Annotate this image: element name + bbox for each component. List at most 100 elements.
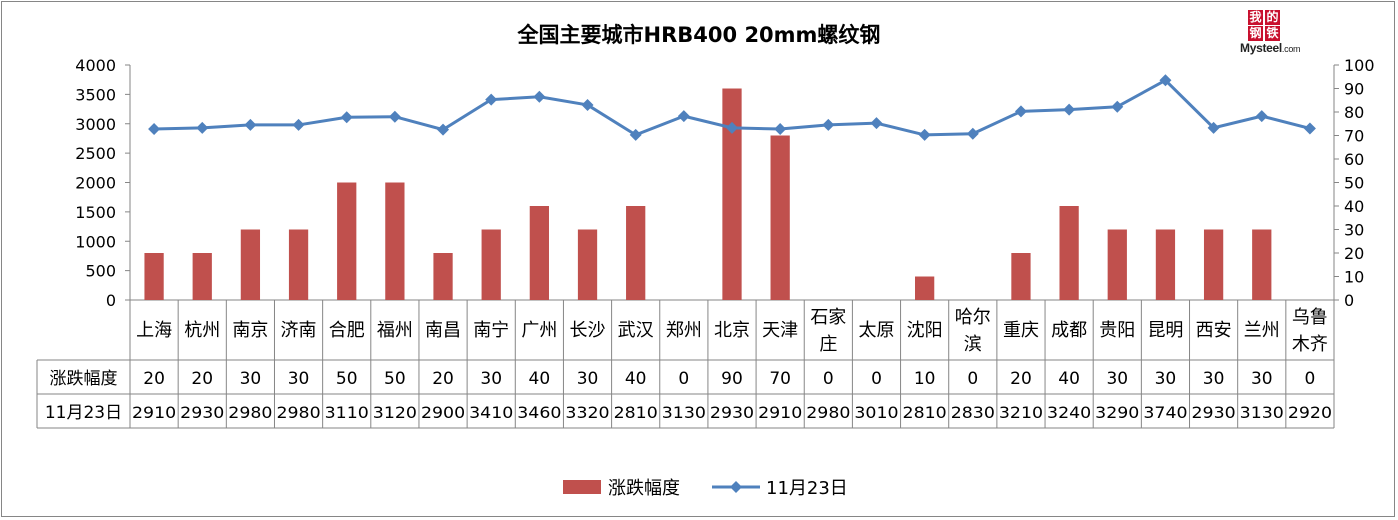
category-label: 长沙: [570, 320, 606, 341]
line-point: [1159, 74, 1172, 87]
category-label: 滨: [964, 334, 982, 355]
table-value-price: 2980: [228, 403, 272, 422]
category-label: 沈阳: [907, 320, 943, 341]
y-tick-label-right: 30: [1344, 221, 1364, 240]
category-label: 南宁: [473, 320, 509, 341]
table-value-change: 0: [1305, 369, 1316, 389]
category-label: 天津: [762, 320, 798, 341]
table-row-header: 11月23日: [45, 403, 122, 423]
table-value-change: 50: [384, 369, 406, 389]
bar: [915, 276, 935, 300]
table-value-change: 20: [1010, 369, 1032, 389]
bar: [337, 182, 357, 300]
line-point: [533, 90, 546, 103]
line-point: [437, 123, 450, 136]
table-value-change: 0: [823, 369, 834, 389]
table-value-price: 3010: [854, 403, 898, 422]
y-tick-label-left: 0: [106, 291, 116, 310]
y-tick-label-right: 40: [1344, 197, 1364, 216]
table-value-change: 20: [143, 369, 165, 389]
line-point: [485, 93, 498, 106]
category-label: 西安: [1196, 320, 1232, 341]
table-value-change: 30: [288, 369, 310, 389]
line-point: [581, 98, 594, 111]
y-tick-label-right: 0: [1344, 291, 1354, 310]
logo-wordmark: Mysteel.com: [1240, 41, 1301, 55]
y-tick-label-right: 100: [1344, 56, 1375, 75]
y-tick-label-left: 500: [85, 262, 116, 281]
logo-char: 钢: [1248, 26, 1263, 41]
table-value-change: 20: [191, 369, 213, 389]
line-point: [1303, 122, 1316, 135]
y-tick-label-right: 90: [1344, 80, 1364, 99]
table-value-price: 2910: [132, 403, 176, 422]
table-value-price: 3120: [373, 403, 417, 422]
category-label: 乌鲁: [1292, 307, 1328, 328]
table-value-price: 2980: [276, 403, 320, 422]
table-value-change: 10: [914, 369, 936, 389]
bar: [481, 229, 501, 300]
category-label: 兰州: [1244, 320, 1280, 341]
line-point: [148, 123, 161, 136]
logo-char: 我: [1248, 10, 1263, 25]
table-value-price: 2810: [614, 403, 658, 422]
table-value-price: 3240: [1047, 403, 1091, 422]
line-point: [1063, 103, 1076, 116]
category-label: 贵阳: [1099, 320, 1135, 341]
line-point: [1111, 100, 1124, 113]
table-value-price: 3210: [999, 403, 1043, 422]
category-label: 北京: [714, 320, 750, 341]
line-point: [774, 123, 787, 136]
category-label: 成都: [1051, 320, 1087, 341]
bar: [1011, 253, 1031, 300]
table-value-change: 30: [1203, 369, 1225, 389]
table-value-change: 20: [432, 369, 454, 389]
legend-line-marker: [730, 481, 742, 493]
line-point: [966, 127, 979, 140]
category-label: 太原: [858, 320, 894, 341]
table-value-price: 2900: [421, 403, 465, 422]
table-value-price: 2910: [758, 403, 802, 422]
category-label: 上海: [136, 320, 172, 341]
category-label: 郑州: [666, 320, 702, 341]
table-value-price: 2930: [710, 403, 754, 422]
table-row-header: 涨跌幅度: [50, 369, 118, 389]
table-value-change: 0: [678, 369, 689, 389]
y-tick-label-left: 1500: [75, 203, 116, 222]
table-value-price: 3320: [565, 403, 609, 422]
bar: [385, 182, 405, 300]
bar: [1107, 229, 1127, 300]
table-value-price: 2810: [903, 403, 947, 422]
category-label: 杭州: [184, 320, 220, 341]
line-point: [629, 128, 642, 141]
category-label: 木齐: [1292, 334, 1328, 355]
line-point: [677, 110, 690, 123]
y-tick-label-right: 60: [1344, 150, 1364, 169]
bar: [288, 229, 309, 300]
table-value-change: 40: [1058, 369, 1080, 389]
bar: [577, 229, 598, 300]
table-value-price: 3130: [662, 403, 706, 422]
table-value-change: 90: [721, 369, 743, 389]
bar: [240, 229, 261, 300]
line-point: [244, 118, 257, 131]
table-value-price: 2830: [951, 403, 995, 422]
line-point: [870, 117, 883, 130]
category-label: 昆明: [1147, 320, 1183, 341]
y-tick-label-left: 4000: [75, 56, 116, 75]
table-value-change: 30: [240, 369, 262, 389]
chart-title: 全国主要城市HRB400 20mm螺纹钢: [517, 23, 881, 47]
bar: [626, 206, 646, 300]
line-point: [1014, 105, 1027, 118]
table-value-price: 3410: [469, 403, 513, 422]
table-value-change: 40: [625, 369, 647, 389]
category-label: 广州: [521, 320, 557, 341]
bar: [433, 253, 453, 300]
table-value-change: 40: [529, 369, 551, 389]
table-value-price: 2930: [180, 403, 224, 422]
y-tick-label-left: 3500: [75, 85, 116, 104]
logo-char: 的: [1265, 10, 1280, 25]
table-value-price: 3110: [325, 403, 369, 422]
logo-char: 铁: [1265, 26, 1280, 41]
